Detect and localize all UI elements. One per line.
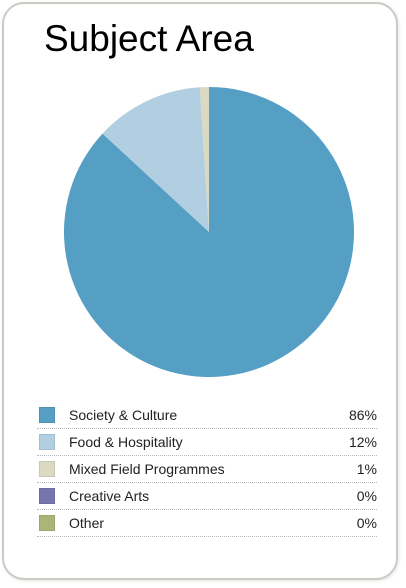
legend-label: Society & Culture	[69, 407, 178, 423]
legend-item-mixed-field-programmes: Mixed Field Programmes 1%	[37, 456, 377, 483]
chart-legend: Society & Culture 86% Food & Hospitality 12…	[37, 402, 377, 537]
legend-item-other: Other 0%	[37, 510, 377, 537]
legend-value: 12%	[348, 434, 377, 450]
legend-swatch	[39, 434, 55, 450]
legend-value: 86%	[348, 407, 377, 423]
legend-value: 0%	[356, 488, 377, 504]
legend-swatch	[39, 407, 55, 423]
chart-title: Subject Area	[44, 18, 254, 59]
pie-slice-food-hospitality	[102, 87, 209, 232]
legend-swatch	[39, 461, 55, 477]
legend-value: 0%	[356, 515, 377, 531]
legend-label: Other	[69, 515, 105, 531]
legend-item-food-hospitality: Food & Hospitality 12%	[37, 429, 377, 456]
legend-label: Mixed Field Programmes	[69, 461, 225, 477]
pie-slice-mixed-field-programmes	[199, 87, 209, 232]
legend-label: Food & Hospitality	[69, 434, 183, 450]
legend-swatch	[39, 488, 55, 504]
legend-label: Creative Arts	[69, 488, 150, 504]
legend-value: 1%	[356, 461, 377, 477]
chart-card: Subject Area Society & Culture 86% Food & …	[2, 2, 398, 580]
legend-swatch	[39, 515, 55, 531]
pie-chart	[63, 87, 354, 377]
legend-item-society-culture: Society & Culture 86%	[37, 402, 377, 429]
legend-item-creative-arts: Creative Arts 0%	[37, 483, 377, 510]
